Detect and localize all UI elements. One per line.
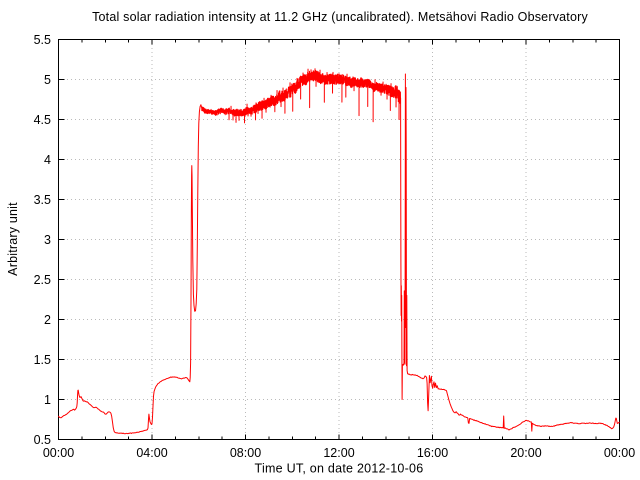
svg-text:1.5: 1.5	[34, 353, 51, 367]
svg-text:08:00: 08:00	[230, 446, 261, 460]
svg-text:0.5: 0.5	[34, 433, 51, 447]
svg-text:3: 3	[44, 233, 51, 247]
svg-text:5: 5	[44, 73, 51, 87]
svg-text:04:00: 04:00	[136, 446, 167, 460]
svg-text:4: 4	[44, 153, 51, 167]
svg-text:Total solar radiation intensit: Total solar radiation intensity at 11.2 …	[92, 10, 588, 24]
svg-text:00:00: 00:00	[604, 446, 635, 460]
svg-text:16:00: 16:00	[417, 446, 448, 460]
svg-text:3.5: 3.5	[34, 193, 51, 207]
svg-text:4.5: 4.5	[34, 113, 51, 127]
svg-text:20:00: 20:00	[510, 446, 541, 460]
svg-text:00:00: 00:00	[43, 446, 74, 460]
svg-text:Arbitrary unit: Arbitrary unit	[6, 202, 20, 276]
svg-text:1: 1	[44, 393, 51, 407]
svg-text:5.5: 5.5	[34, 33, 51, 47]
svg-text:12:00: 12:00	[323, 446, 354, 460]
svg-text:2.5: 2.5	[34, 273, 51, 287]
svg-text:2: 2	[44, 313, 51, 327]
svg-text:Time UT, on date 2012-10-06: Time UT, on date 2012-10-06	[255, 462, 424, 476]
